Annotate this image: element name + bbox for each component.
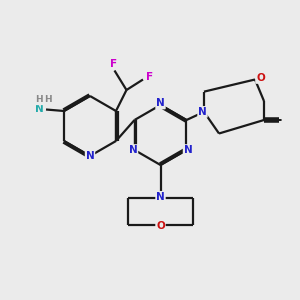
Polygon shape [264,119,281,121]
Text: O: O [256,73,265,83]
Text: N: N [198,107,207,117]
Text: N: N [156,192,165,202]
Text: N: N [35,104,44,115]
Text: O: O [156,221,165,231]
Text: N: N [129,145,137,155]
Text: H: H [44,95,52,104]
Text: F: F [110,59,117,69]
Text: N: N [156,98,165,109]
Text: N: N [184,145,192,155]
Text: F: F [146,71,153,82]
Text: H: H [35,95,43,104]
Text: N: N [85,151,94,161]
